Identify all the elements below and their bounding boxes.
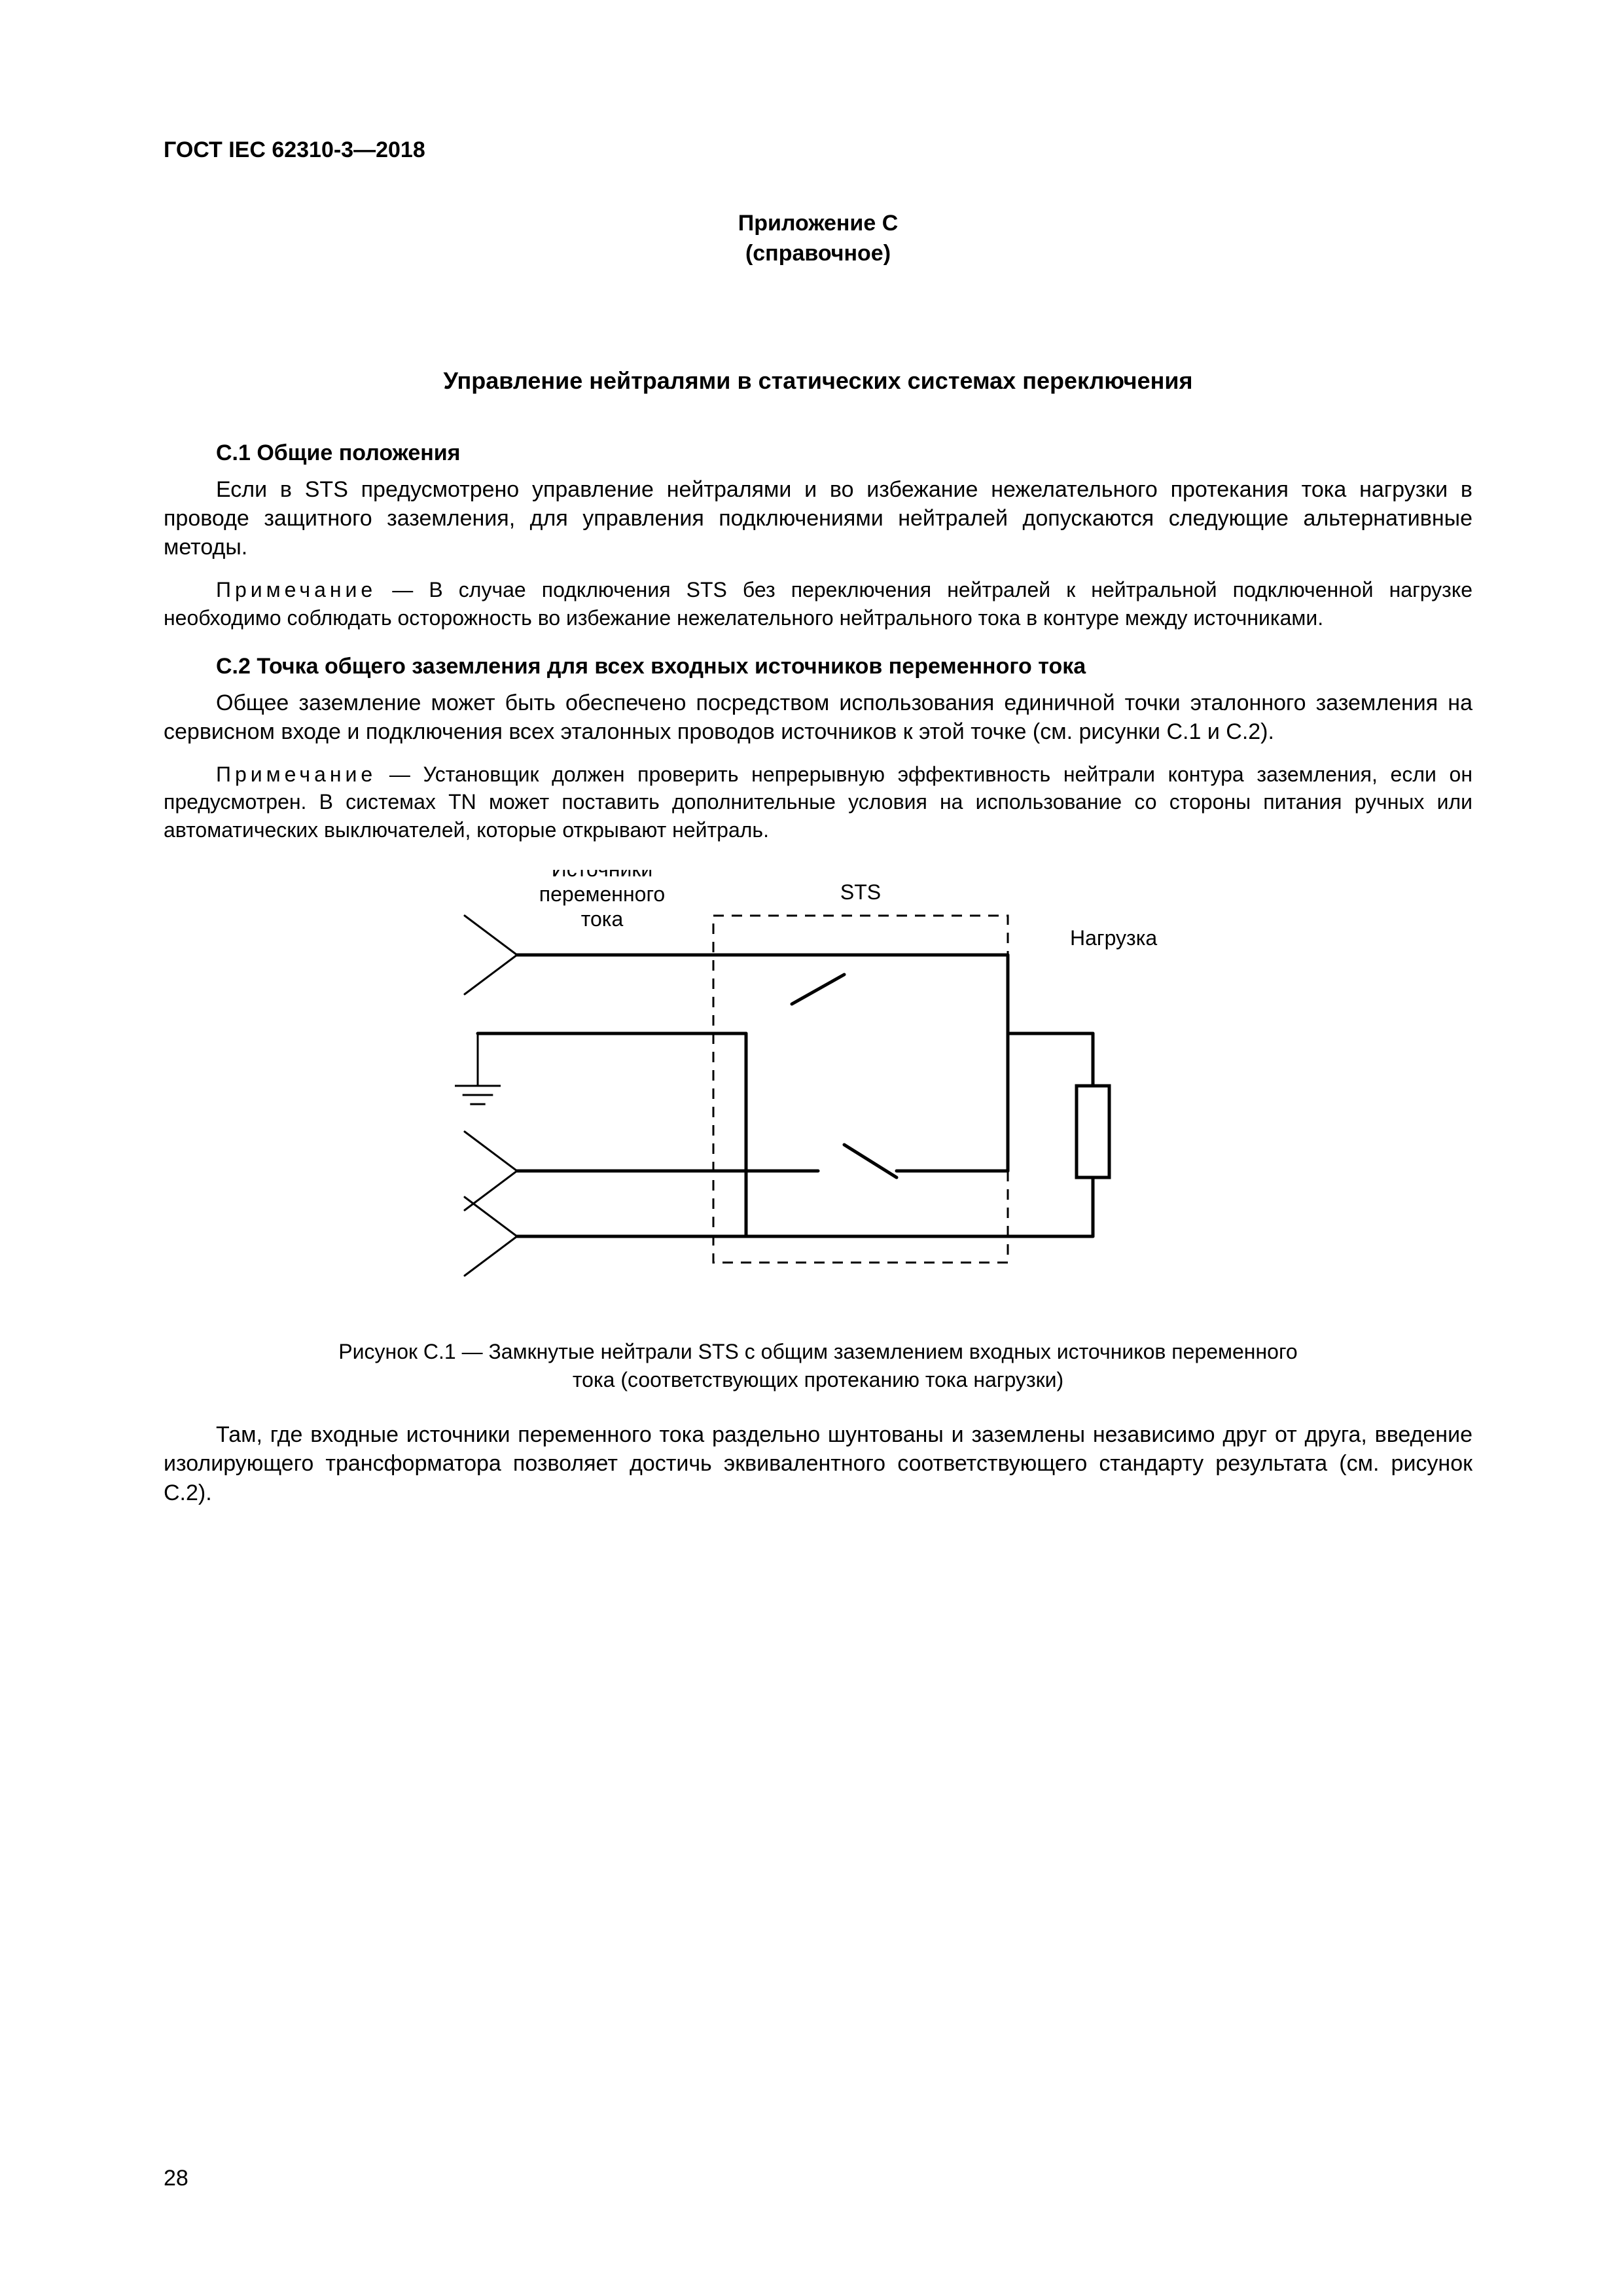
section-c1-note: Примечание — В случае подключения STS бе… <box>164 576 1472 631</box>
section-c1-heading: С.1 Общие положения <box>216 440 1472 466</box>
page-number: 28 <box>164 2166 188 2191</box>
figure-c1-svg: Источникипеременноготока STS Нагрузка <box>438 870 1198 1302</box>
page: ГОСТ IEC 62310-3—2018 Приложение С (спра… <box>0 0 1623 2296</box>
appendix-heading: Приложение С (справочное) <box>164 209 1472 269</box>
main-title: Управление нейтралями в статических сист… <box>164 367 1472 395</box>
figure-c1-caption: Рисунок С.1 — Замкнутые нейтрали STS с о… <box>321 1338 1315 1394</box>
section-c2-heading: С.2 Точка общего заземления для всех вхо… <box>216 654 1472 679</box>
doc-header: ГОСТ IEC 62310-3—2018 <box>164 137 1472 163</box>
svg-text:Нагрузка: Нагрузка <box>1070 926 1157 950</box>
appendix-line1: Приложение С <box>738 211 899 236</box>
after-figure-para: Там, где входные источники переменного т… <box>164 1420 1472 1507</box>
note-label: Примечание <box>216 578 376 601</box>
figure-c1: Источникипеременноготока STS Нагрузка <box>164 870 1472 1305</box>
section-c1-para: Если в STS предусмотрено управление нейт… <box>164 475 1472 562</box>
svg-text:переменного: переменного <box>539 882 665 906</box>
section-c2-note: Примечание — Установщик должен проверить… <box>164 761 1472 844</box>
svg-text:STS: STS <box>840 880 881 904</box>
svg-text:тока: тока <box>581 907 624 931</box>
section-c2-para: Общее заземление может быть обеспечено п… <box>164 689 1472 746</box>
note-label: Примечание <box>216 762 376 786</box>
svg-text:Источники: Источники <box>552 870 652 881</box>
appendix-line2: (справочное) <box>745 241 891 266</box>
